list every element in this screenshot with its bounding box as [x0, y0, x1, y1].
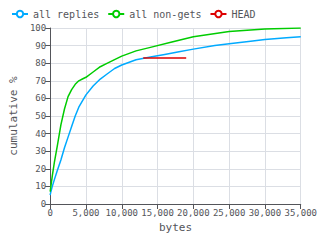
- svg-text:bytes: bytes: [159, 221, 192, 234]
- svg-text:40: 40: [35, 129, 46, 139]
- svg-text:90: 90: [35, 41, 46, 51]
- svg-text:35,000: 35,000: [284, 208, 317, 218]
- svg-text:20,000: 20,000: [177, 208, 210, 218]
- svg-text:15,000: 15,000: [141, 208, 174, 218]
- svg-text:all non-gets: all non-gets: [129, 9, 201, 20]
- svg-text:10,000: 10,000: [105, 208, 138, 218]
- svg-text:5,000: 5,000: [72, 208, 99, 218]
- svg-text:HEAD: HEAD: [231, 9, 255, 20]
- svg-text:100: 100: [30, 23, 46, 33]
- svg-text:30,000: 30,000: [249, 208, 282, 218]
- svg-text:80: 80: [35, 58, 46, 68]
- svg-text:30: 30: [35, 146, 46, 156]
- svg-text:20: 20: [35, 164, 46, 174]
- svg-text:50: 50: [35, 111, 46, 121]
- svg-text:0: 0: [47, 208, 52, 218]
- svg-text:0: 0: [41, 199, 46, 209]
- svg-text:25,000: 25,000: [213, 208, 246, 218]
- svg-text:60: 60: [35, 93, 46, 103]
- svg-text:10: 10: [35, 181, 46, 191]
- svg-text:cumulative %: cumulative %: [7, 76, 20, 156]
- svg-text:70: 70: [35, 76, 46, 86]
- svg-text:all replies: all replies: [33, 9, 99, 20]
